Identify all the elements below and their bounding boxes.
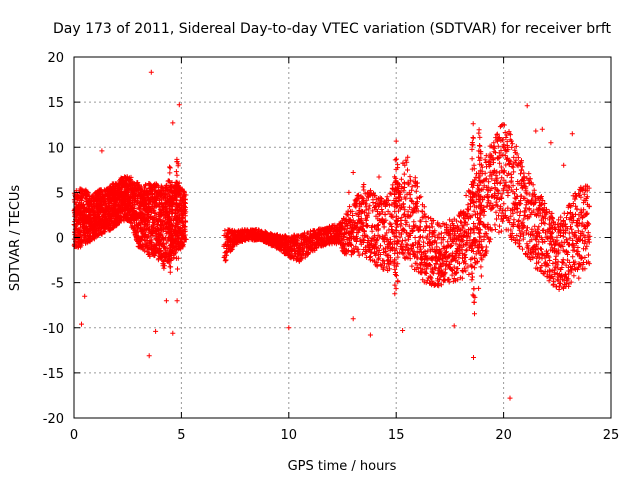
data-point bbox=[429, 224, 435, 230]
data-point bbox=[497, 223, 502, 229]
data-point bbox=[128, 176, 133, 182]
data-point bbox=[487, 239, 492, 245]
data-point bbox=[125, 188, 131, 194]
data-point bbox=[505, 205, 511, 211]
data-point bbox=[409, 263, 415, 269]
data-point bbox=[516, 217, 522, 223]
data-point bbox=[518, 171, 523, 177]
data-point bbox=[450, 278, 456, 284]
data-point bbox=[407, 204, 413, 210]
data-point bbox=[496, 229, 502, 235]
data-point bbox=[492, 227, 498, 232]
data-point bbox=[501, 201, 507, 207]
data-point bbox=[361, 182, 367, 187]
data-point bbox=[412, 235, 418, 240]
data-point bbox=[384, 194, 390, 200]
data-point bbox=[387, 190, 393, 196]
data-point bbox=[515, 219, 521, 224]
data-point bbox=[103, 203, 109, 209]
data-point bbox=[98, 202, 104, 208]
data-point bbox=[142, 248, 148, 254]
data-point bbox=[539, 246, 544, 252]
data-point bbox=[517, 213, 523, 218]
data-point bbox=[402, 185, 408, 190]
data-point bbox=[161, 265, 167, 271]
data-point bbox=[521, 170, 527, 176]
data-point bbox=[438, 230, 444, 236]
data-point bbox=[508, 171, 514, 177]
data-point bbox=[368, 254, 374, 260]
data-point bbox=[413, 188, 419, 194]
data-point bbox=[420, 234, 426, 240]
data-point bbox=[347, 204, 353, 210]
data-point bbox=[72, 199, 78, 205]
data-point bbox=[423, 270, 429, 276]
data-point bbox=[355, 249, 361, 255]
data-point bbox=[367, 255, 373, 260]
data-point bbox=[505, 193, 511, 198]
data-point bbox=[499, 218, 505, 224]
data-point bbox=[517, 209, 523, 215]
data-point bbox=[222, 258, 228, 264]
data-point bbox=[518, 167, 524, 173]
data-point bbox=[511, 154, 517, 160]
data-point bbox=[400, 250, 406, 256]
chart-title: Day 173 of 2011, Sidereal Day-to-day VTE… bbox=[53, 21, 612, 37]
data-point bbox=[78, 231, 84, 237]
data-point bbox=[511, 169, 517, 175]
data-point bbox=[356, 192, 361, 198]
data-point bbox=[364, 223, 370, 229]
data-point bbox=[463, 248, 469, 254]
data-point bbox=[492, 222, 498, 228]
data-point bbox=[423, 219, 429, 225]
data-point bbox=[517, 244, 522, 250]
data-point bbox=[75, 196, 81, 202]
data-point bbox=[96, 206, 102, 211]
data-point bbox=[95, 232, 101, 238]
grid bbox=[74, 57, 611, 418]
data-point bbox=[425, 215, 431, 221]
data-point bbox=[360, 184, 366, 190]
data-point bbox=[471, 230, 477, 236]
data-point bbox=[138, 225, 144, 231]
data-point bbox=[520, 246, 525, 252]
data-point bbox=[536, 224, 542, 230]
data-point bbox=[514, 186, 519, 192]
data-point bbox=[401, 171, 407, 177]
data-point bbox=[526, 171, 532, 177]
data-point bbox=[521, 212, 527, 218]
data-point bbox=[509, 175, 515, 181]
data-point bbox=[103, 215, 109, 221]
data-point bbox=[398, 221, 404, 227]
data-point bbox=[405, 167, 410, 173]
data-point bbox=[492, 185, 498, 191]
data-point bbox=[522, 208, 528, 214]
data-points bbox=[71, 69, 593, 401]
data-point bbox=[398, 176, 404, 182]
data-point bbox=[456, 255, 462, 261]
data-point bbox=[463, 193, 469, 198]
data-point bbox=[418, 234, 423, 240]
data-point bbox=[344, 211, 350, 217]
data-point bbox=[493, 199, 499, 205]
